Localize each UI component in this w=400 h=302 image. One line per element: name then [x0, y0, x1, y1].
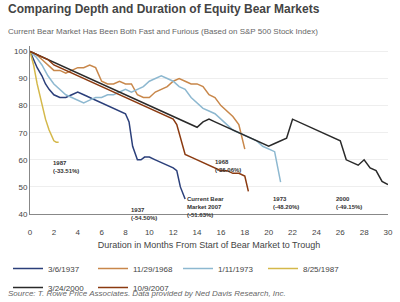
svg-text:60: 60	[18, 156, 27, 165]
svg-text:1973(-48.20%): 1973(-48.20%)	[273, 196, 299, 210]
svg-text:24: 24	[312, 228, 321, 237]
svg-text:8: 8	[123, 228, 128, 237]
svg-text:Duration in Months From Start: Duration in Months From Start of Bear Ma…	[98, 240, 321, 250]
svg-text:28: 28	[360, 228, 369, 237]
svg-text:12: 12	[169, 228, 178, 237]
svg-text:1/11/1973: 1/11/1973	[218, 265, 254, 274]
svg-text:2: 2	[52, 228, 57, 237]
svg-text:3/24/2000: 3/24/2000	[48, 284, 84, 293]
svg-text:3/6/1937: 3/6/1937	[48, 265, 80, 274]
svg-text:1937(-54.50%): 1937(-54.50%)	[131, 207, 157, 221]
svg-text:40: 40	[18, 210, 27, 219]
svg-text:8/25/1987: 8/25/1987	[303, 265, 339, 274]
svg-text:1968(-36.06%): 1968(-36.06%)	[215, 159, 241, 173]
svg-text:Source: T. Rowe Price Associat: Source: T. Rowe Price Associates. Data p…	[8, 289, 286, 298]
svg-text:Current Bear Market Has Been B: Current Bear Market Has Been Both Fast a…	[8, 27, 318, 36]
svg-text:70: 70	[18, 129, 27, 138]
svg-text:100: 100	[14, 47, 28, 56]
svg-text:11/29/1968: 11/29/1968	[133, 265, 173, 274]
svg-text:50: 50	[18, 183, 27, 192]
svg-text:90: 90	[18, 74, 27, 83]
svg-text:22: 22	[288, 228, 297, 237]
svg-text:16: 16	[216, 228, 225, 237]
svg-text:Comparing Depth and Duration o: Comparing Depth and Duration of Equity B…	[8, 2, 320, 16]
svg-text:20: 20	[264, 228, 273, 237]
svg-text:6: 6	[99, 228, 104, 237]
svg-text:1987(-33.51%): 1987(-33.51%)	[53, 160, 79, 174]
svg-text:0: 0	[28, 228, 33, 237]
svg-text:10: 10	[145, 228, 154, 237]
svg-text:80: 80	[18, 101, 27, 110]
svg-text:Current BearMarket 2007(-51.63: Current BearMarket 2007(-51.63%)	[187, 196, 224, 218]
svg-text:2000(-49.15%): 2000(-49.15%)	[336, 196, 362, 210]
svg-text:30: 30	[384, 228, 393, 237]
svg-text:26: 26	[336, 228, 345, 237]
svg-text:14: 14	[193, 228, 202, 237]
svg-text:18: 18	[240, 228, 249, 237]
svg-text:4: 4	[76, 228, 81, 237]
svg-text:10/9/2007: 10/9/2007	[133, 284, 169, 293]
